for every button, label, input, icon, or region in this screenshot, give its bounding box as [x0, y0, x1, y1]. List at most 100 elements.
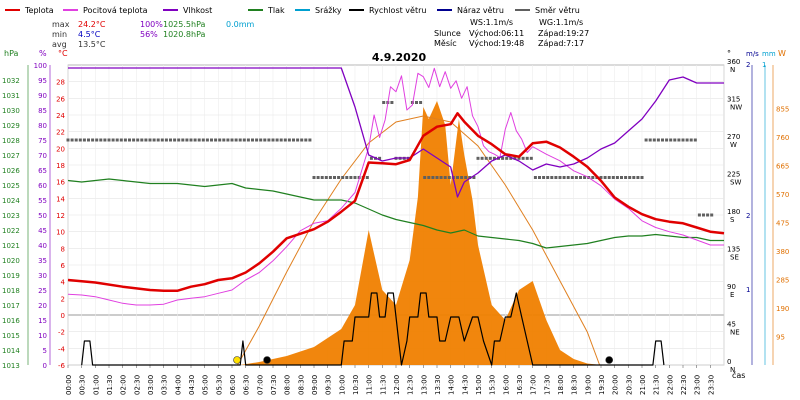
- humidity-tick: 65: [38, 167, 47, 175]
- temperature-tick: 12: [56, 212, 65, 220]
- pressure-tick: 1014: [2, 347, 20, 355]
- x-tick-label: 02:30: [133, 375, 141, 395]
- solar-tick: 760: [776, 134, 789, 142]
- wind-direction-point: [201, 138, 205, 142]
- wind-direction-point: [509, 156, 513, 160]
- x-tick-label: 13:00: [420, 375, 428, 395]
- wind-direction-point: [169, 138, 172, 142]
- wind-direction-tick: 0: [727, 358, 731, 366]
- wind-direction-point: [193, 138, 197, 142]
- wind-direction-compass: SW: [730, 179, 741, 187]
- wind-direction-point: [644, 138, 648, 142]
- wind-direction-point: [710, 213, 714, 217]
- wind-direction-point: [197, 138, 201, 142]
- wind-direction-point: [87, 138, 90, 142]
- x-tick-label: 18:00: [557, 375, 565, 395]
- wind-direction-point: [226, 138, 230, 142]
- wind-direction-point: [488, 156, 492, 160]
- legend-label: Rychlost větru: [369, 6, 426, 15]
- x-tick-label: 06:30: [243, 375, 251, 395]
- humidity-tick: 45: [38, 227, 47, 235]
- wind-direction-point: [164, 138, 168, 142]
- max-press: 1025.5hPa: [163, 20, 206, 29]
- wind-direction-point: [484, 156, 488, 160]
- temperature-tick: 4: [61, 279, 66, 287]
- x-tick-label: 12:30: [407, 375, 415, 395]
- wind-direction-point: [533, 176, 537, 179]
- wind-direction-point: [538, 176, 541, 179]
- x-tick-label: 23:30: [707, 375, 715, 395]
- temperature-tick: 22: [56, 129, 65, 137]
- wind-direction-point: [468, 176, 472, 179]
- wind-direction-point: [251, 138, 254, 142]
- pressure-tick: 1020: [2, 257, 20, 265]
- plot-area: [66, 67, 725, 366]
- x-tick-label: 15:30: [489, 375, 497, 395]
- humidity-tick: 75: [38, 137, 47, 145]
- moon-set: Západ:7:17: [538, 39, 584, 48]
- temperature-tick: 0: [61, 312, 65, 320]
- wind-direction-tick: 315: [727, 96, 740, 104]
- wind-direction-point: [95, 138, 99, 142]
- wind-direction-point: [615, 176, 619, 179]
- sun-rise: Východ:06:11: [469, 29, 524, 38]
- humidity-tick: 30: [38, 272, 47, 280]
- wind-direction-axis-label: °: [727, 49, 731, 58]
- wind-direction-point: [554, 176, 558, 179]
- legend-label: Vlhkost: [183, 6, 212, 15]
- x-tick-label: 17:30: [543, 375, 551, 395]
- wind-direction-point: [259, 138, 263, 142]
- wind-direction-point: [574, 176, 578, 179]
- wind-direction-tick: 180: [727, 208, 740, 216]
- solar-tick: 665: [776, 163, 789, 171]
- wind-direction-point: [275, 138, 279, 142]
- wind-direction-point: [689, 138, 693, 142]
- wind-direction-point: [492, 156, 496, 160]
- wind-direction-compass: NE: [730, 329, 740, 337]
- wind-direction-point: [419, 101, 423, 104]
- x-tick-label: 17:00: [530, 375, 538, 395]
- wind-direction-point: [693, 138, 697, 142]
- wind-direction-point: [525, 156, 529, 160]
- wind-direction-point: [665, 138, 669, 142]
- wind-direction-point: [435, 176, 439, 179]
- wind-direction-point: [579, 176, 582, 179]
- wind-direction-point: [611, 176, 615, 179]
- wind-direction-point: [353, 176, 357, 179]
- humidity-tick: 55: [38, 197, 47, 205]
- wind-speed-tick: 2: [746, 212, 750, 220]
- wind-direction-tick: 270: [727, 133, 740, 141]
- x-tick-label: 20:30: [625, 375, 633, 395]
- avg-temp: 13.5°C: [78, 40, 106, 49]
- solar-tick: 380: [776, 248, 789, 256]
- temperature-tick: 26: [56, 95, 65, 103]
- wind-direction-point: [415, 101, 418, 104]
- wind-direction-compass: N: [730, 66, 735, 74]
- x-tick-label: 01:30: [106, 375, 114, 395]
- solar-tick: 570: [776, 191, 789, 199]
- x-tick-label: 11:00: [366, 375, 374, 395]
- humidity-tick: 35: [38, 257, 47, 265]
- x-tick-label: 07:30: [270, 375, 278, 395]
- pressure-line: [67, 178, 724, 249]
- legend-label: Teplota: [24, 6, 54, 15]
- legend-label: Srážky: [315, 6, 342, 15]
- wind-direction-point: [583, 176, 587, 179]
- wind-direction-point: [148, 138, 152, 142]
- wind-direction-point: [390, 101, 394, 104]
- pressure-axis-label: hPa: [4, 49, 19, 58]
- wind-direction-point: [369, 156, 373, 160]
- legend-label: Náraz větru: [457, 6, 504, 15]
- wind-direction-point: [312, 176, 316, 179]
- wind-direction-point: [628, 176, 632, 179]
- sun-path-line: [237, 115, 601, 366]
- wind-direction-point: [562, 176, 566, 179]
- x-tick-label: 02:00: [120, 375, 128, 395]
- wind-direction-point: [103, 138, 107, 142]
- wind-direction-point: [230, 138, 234, 142]
- legend-label: Tlak: [267, 6, 285, 15]
- pressure-tick: 1021: [2, 242, 20, 250]
- wind-direction-point: [66, 138, 70, 142]
- wind-direction-point: [349, 176, 353, 179]
